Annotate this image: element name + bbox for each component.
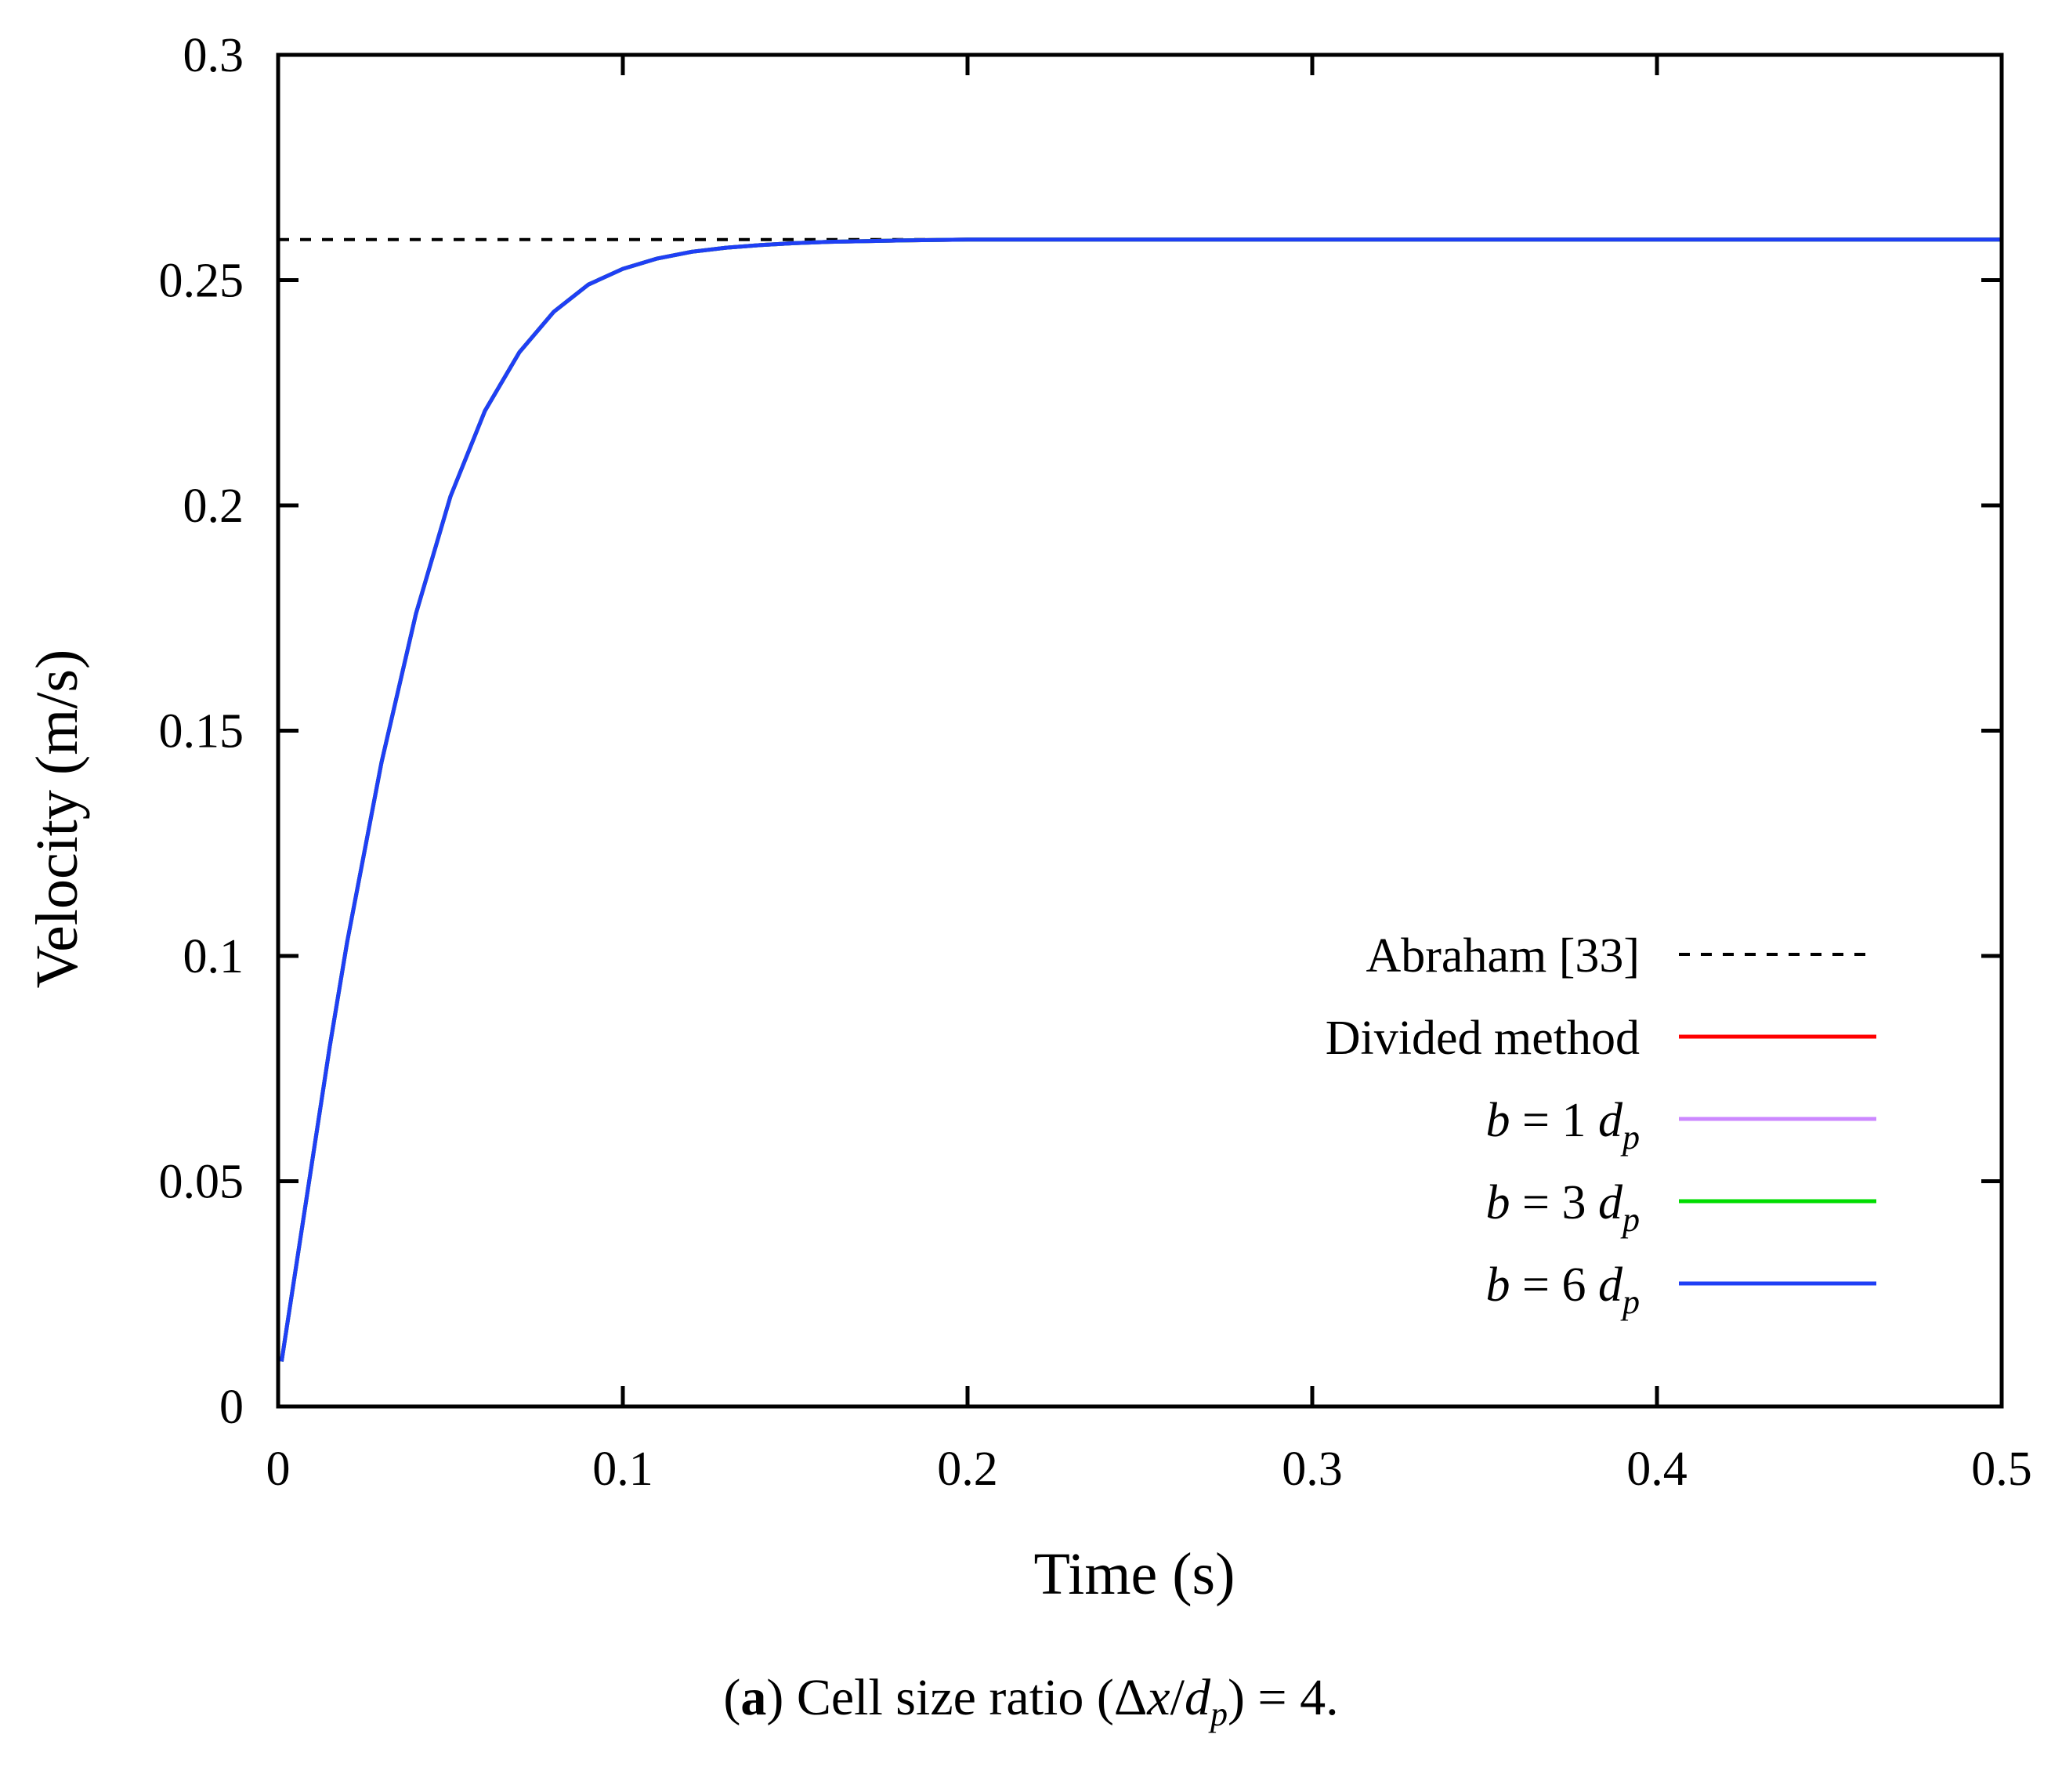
legend-math-sub: p bbox=[1620, 1283, 1640, 1321]
series-line-2 bbox=[279, 237, 2002, 1362]
legend-math-b: b bbox=[1486, 1258, 1510, 1312]
y-tick-label: 0.25 bbox=[159, 255, 244, 308]
y-tick-label: 0.2 bbox=[183, 480, 244, 533]
caption-d: d bbox=[1185, 1669, 1211, 1726]
legend-math-d: d bbox=[1598, 1258, 1623, 1312]
legend-math-eq: = 3 bbox=[1510, 1176, 1598, 1229]
plot-frame bbox=[276, 52, 2004, 1409]
axis-tick-labels: 0 0.1 0.2 0.3 0.4 0.5 0 0.05 0.1 0.15 0.2 0.25 0.3 bbox=[159, 29, 2032, 1496]
legend-math-eq: = 1 bbox=[1510, 1094, 1598, 1147]
legend-math-b: b bbox=[1486, 1094, 1510, 1147]
legend-math-d: d bbox=[1598, 1094, 1623, 1147]
legend-label: b = 3 dp bbox=[1486, 1176, 1640, 1239]
plot-series bbox=[278, 237, 2002, 1362]
x-tick-label: 0.3 bbox=[1282, 1443, 1343, 1496]
y-axis-title: Velocity (m/s) bbox=[24, 650, 90, 989]
x-tick-label: 0.1 bbox=[592, 1443, 653, 1496]
caption-sub: p bbox=[1208, 1695, 1228, 1733]
caption-open-paren: ( bbox=[723, 1669, 740, 1726]
y-tick-label: 0.3 bbox=[183, 29, 244, 82]
series-line-4 bbox=[279, 237, 2002, 1362]
legend-math-b: b bbox=[1486, 1176, 1510, 1229]
legend-label: Abraham [33] bbox=[1366, 929, 1640, 983]
legend-math-d: d bbox=[1598, 1176, 1623, 1229]
legend-label: b = 1 dp bbox=[1486, 1094, 1640, 1157]
y-tick-label: 0.1 bbox=[183, 930, 244, 983]
x-tick-label: 0.4 bbox=[1626, 1443, 1688, 1496]
series-line-3 bbox=[279, 237, 2002, 1362]
legend-math-sub: p bbox=[1620, 1200, 1640, 1239]
legend-label: Divided method bbox=[1326, 1012, 1640, 1065]
caption-letter: a bbox=[740, 1669, 766, 1726]
y-tick-label: 0 bbox=[219, 1381, 244, 1434]
x-tick-label: 0.5 bbox=[1971, 1443, 2032, 1496]
caption-text-after: ) = 4. bbox=[1228, 1669, 1339, 1726]
x-tick-label: 0 bbox=[266, 1443, 291, 1496]
legend-label: b = 6 dp bbox=[1486, 1258, 1640, 1321]
caption-slash: / bbox=[1170, 1669, 1185, 1726]
caption-x: x bbox=[1146, 1669, 1170, 1726]
legend-math-sub: p bbox=[1620, 1118, 1640, 1157]
series-line-1 bbox=[279, 237, 2002, 1362]
legend-math-eq: = 6 bbox=[1510, 1258, 1598, 1312]
x-axis-title: Time (s) bbox=[1034, 1541, 1235, 1607]
y-tick-label: 0.05 bbox=[159, 1156, 244, 1209]
x-tick-label: 0.2 bbox=[937, 1443, 998, 1496]
caption-text-before: ) Cell size ratio (Δ bbox=[766, 1669, 1147, 1726]
figure-caption: (a) Cell size ratio (Δx/dp) = 4. bbox=[723, 1669, 1338, 1733]
axis-ticks bbox=[276, 52, 2004, 1409]
y-tick-label: 0.15 bbox=[159, 705, 244, 758]
